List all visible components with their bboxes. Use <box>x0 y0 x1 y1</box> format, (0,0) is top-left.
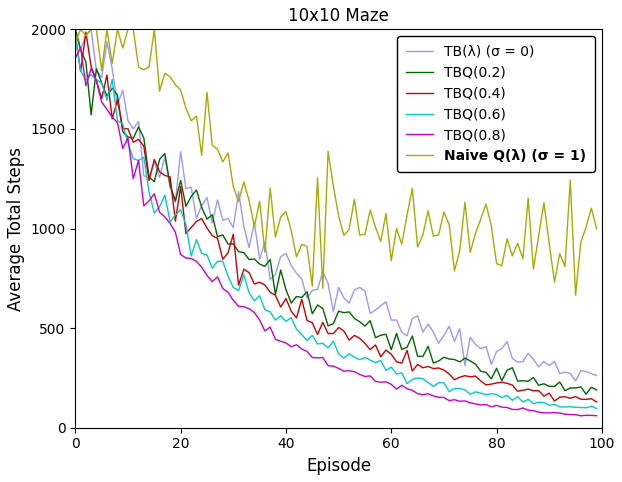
TB(λ) (σ = 0) <box>340 295 348 301</box>
TBQ(0.8) <box>345 368 353 374</box>
Naive Q(λ) (σ = 1) <box>577 240 585 245</box>
Line: TB(λ) (σ = 0): TB(λ) (σ = 0) <box>75 29 596 381</box>
TBQ(0.2) <box>340 310 348 316</box>
Line: Naive Q(λ) (σ = 1): Naive Q(λ) (σ = 1) <box>75 29 596 295</box>
Naive Q(λ) (σ = 1) <box>572 293 579 298</box>
TBQ(0.4) <box>345 337 353 343</box>
TBQ(0.4) <box>177 184 184 189</box>
TBQ(0.6) <box>193 237 200 242</box>
Y-axis label: Average Total Steps: Average Total Steps <box>7 147 25 310</box>
TBQ(0.6) <box>340 355 348 361</box>
Line: TBQ(0.6): TBQ(0.6) <box>75 37 596 408</box>
TB(λ) (σ = 0) <box>172 200 179 205</box>
TBQ(0.8) <box>77 44 85 50</box>
TBQ(0.6) <box>567 404 574 410</box>
TBQ(0.6) <box>383 367 390 373</box>
TB(λ) (σ = 0) <box>383 299 390 305</box>
TBQ(0.6) <box>550 402 558 407</box>
TBQ(0.4) <box>572 394 579 400</box>
Naive Q(λ) (σ = 1) <box>77 27 85 32</box>
TBQ(0.2) <box>567 385 574 391</box>
TBQ(0.8) <box>177 252 184 257</box>
TBQ(0.8) <box>388 381 395 387</box>
Naive Q(λ) (σ = 1) <box>388 258 395 264</box>
Naive Q(λ) (σ = 1) <box>593 226 600 232</box>
TBQ(0.8) <box>556 410 564 416</box>
Naive Q(λ) (σ = 1) <box>72 40 79 46</box>
TB(λ) (σ = 0) <box>193 215 200 221</box>
TBQ(0.6) <box>72 34 79 40</box>
TBQ(0.2) <box>550 384 558 389</box>
TBQ(0.2) <box>193 187 200 193</box>
TB(λ) (σ = 0) <box>550 359 558 364</box>
TBQ(0.4) <box>82 29 90 35</box>
TBQ(0.8) <box>577 413 585 419</box>
Naive Q(λ) (σ = 1) <box>198 152 205 158</box>
TBQ(0.2) <box>582 391 590 397</box>
TBQ(0.2) <box>383 331 390 337</box>
TBQ(0.8) <box>572 412 579 417</box>
TB(λ) (σ = 0) <box>72 27 79 32</box>
Legend: TB(λ) (σ = 0), TBQ(0.2), TBQ(0.4), TBQ(0.6), TBQ(0.8), Naive Q(λ) (σ = 1): TB(λ) (σ = 0), TBQ(0.2), TBQ(0.4), TBQ(0… <box>397 36 595 172</box>
TBQ(0.8) <box>593 413 600 418</box>
TBQ(0.4) <box>593 399 600 405</box>
TBQ(0.2) <box>72 27 79 32</box>
Naive Q(λ) (σ = 1) <box>177 87 184 93</box>
Title: 10x10 Maze: 10x10 Maze <box>288 7 389 25</box>
TB(λ) (σ = 0) <box>593 373 600 378</box>
Naive Q(λ) (σ = 1) <box>556 251 564 256</box>
TBQ(0.8) <box>198 264 205 270</box>
TBQ(0.6) <box>593 405 600 411</box>
TB(λ) (σ = 0) <box>567 371 574 376</box>
X-axis label: Episode: Episode <box>306 457 371 475</box>
TBQ(0.4) <box>388 351 395 357</box>
Line: TBQ(0.4): TBQ(0.4) <box>75 32 596 402</box>
TB(λ) (σ = 0) <box>572 378 579 384</box>
Line: TBQ(0.2): TBQ(0.2) <box>75 29 596 394</box>
TBQ(0.2) <box>593 387 600 393</box>
TBQ(0.8) <box>72 55 79 61</box>
Line: TBQ(0.8): TBQ(0.8) <box>75 47 596 416</box>
TBQ(0.2) <box>172 198 179 204</box>
TBQ(0.4) <box>198 216 205 222</box>
Naive Q(λ) (σ = 1) <box>345 227 353 232</box>
TBQ(0.4) <box>72 32 79 38</box>
TBQ(0.6) <box>172 212 179 218</box>
TBQ(0.4) <box>556 394 564 400</box>
